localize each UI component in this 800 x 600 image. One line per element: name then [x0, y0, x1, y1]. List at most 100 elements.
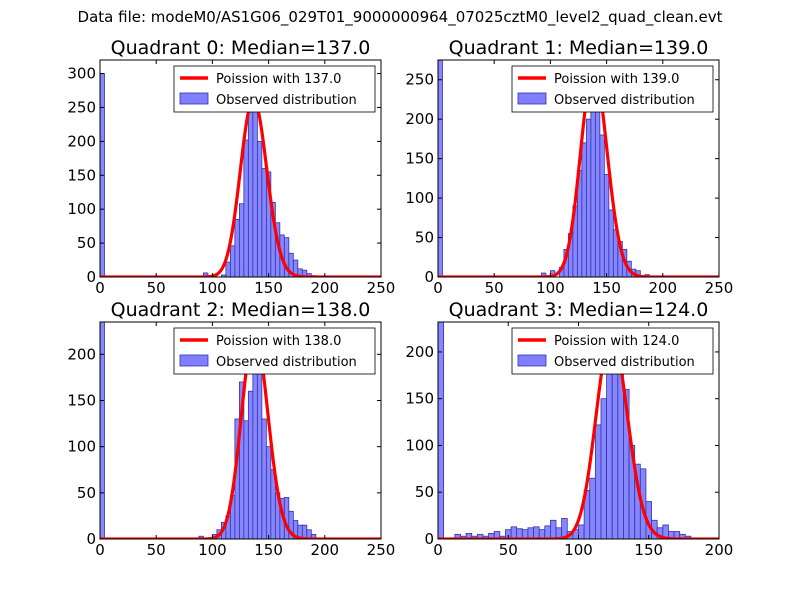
x-tick-label: 250 [367, 279, 396, 297]
histogram-bar [243, 420, 249, 539]
x-tick-label: 100 [198, 279, 227, 297]
histogram-bar [527, 527, 534, 539]
y-tick-label: 50 [77, 234, 96, 252]
quadrant-1-panel: 0 50 100 150 200 250 0 50 100 150 200 250 Quadrant 1… [405, 37, 733, 297]
plot-area [100, 322, 381, 539]
histogram-bar [600, 398, 607, 539]
x-tick-label: 0 [433, 541, 443, 559]
x-tick-label: 50 [499, 541, 518, 559]
y-tick-label: 0 [86, 268, 96, 286]
legend-observed-swatch [517, 354, 547, 367]
histogram-bar [438, 60, 443, 277]
legend-poisson-label: Poission with 139.0 [554, 72, 679, 87]
histogram-bar [238, 203, 245, 277]
x-tick-label: 100 [198, 541, 227, 559]
histogram-bar [510, 526, 518, 539]
histogram-bar [603, 174, 610, 277]
x-tick-label: 200 [310, 541, 339, 559]
panel-title: Quadrant 2: Median=138.0 [111, 299, 371, 321]
histogram-bar [617, 370, 624, 539]
histogram-bar [611, 360, 619, 539]
x-tick-label: 200 [705, 541, 734, 559]
y-tick-label: 200 [405, 110, 434, 128]
x-tick-label: 0 [95, 541, 105, 559]
legend-observed-label: Observed distribution [554, 93, 695, 108]
y-tick-label: 0 [86, 530, 96, 548]
y-tick-label: 50 [77, 484, 96, 502]
y-tick-label: 50 [415, 229, 434, 247]
histogram-bar [438, 322, 445, 539]
legend-observed-label: Observed distribution [216, 93, 357, 108]
histogram-bar [585, 118, 592, 277]
y-tick-label: 100 [67, 200, 96, 218]
histogram-bar [608, 209, 614, 277]
histogram-bar [581, 142, 587, 277]
panel-title: Quadrant 1: Median=139.0 [449, 37, 709, 59]
figure-title: Data file: modeM0/AS1G06_029T01_90000009… [77, 8, 723, 26]
y-tick-label: 150 [405, 150, 434, 168]
histogram-bar [533, 526, 540, 539]
y-tick-label: 100 [405, 189, 434, 207]
poisson-curve [100, 331, 381, 539]
y-tick-label: 300 [67, 65, 96, 83]
legend: Poission with 124.0 Observed distribution [511, 327, 714, 375]
histogram-bar [589, 477, 596, 539]
x-tick-label: 200 [310, 279, 339, 297]
histogram-bar [256, 140, 263, 277]
histogram-bar [544, 525, 551, 539]
x-tick-label: 50 [147, 541, 166, 559]
legend-poisson-label: Poission with 137.0 [216, 72, 341, 87]
histogram-bar [234, 218, 240, 277]
histogram-bar [265, 446, 272, 539]
x-tick-label: 50 [485, 279, 504, 297]
y-tick-label: 0 [424, 530, 434, 548]
plot-area [438, 60, 719, 277]
histogram-bar [100, 322, 105, 539]
poisson-curve [100, 97, 381, 277]
x-tick-label: 150 [254, 279, 283, 297]
histogram-bar [578, 524, 585, 539]
axes-frame [99, 321, 382, 540]
quadrant-3-panel: 0 50 100 150 200 0 50 100 150 200 Quadrant 3: Medi… [405, 299, 733, 559]
y-tick-label: 200 [67, 132, 96, 150]
panel-title: Quadrant 3: Median=124.0 [449, 299, 709, 321]
histogram-bar [594, 106, 601, 277]
quadrant-2-panel: 0 50 100 150 200 250 0 50 100 150 200 Quadrant 2: M… [67, 299, 395, 559]
x-tick-label: 150 [254, 541, 283, 559]
x-tick-label: 250 [705, 279, 734, 297]
y-tick-label: 200 [405, 343, 434, 361]
plot-area [438, 322, 719, 539]
legend-observed-swatch [517, 92, 547, 105]
legend: Poission with 139.0 Observed distribution [511, 65, 714, 113]
histogram-bar [594, 424, 602, 539]
legend-poisson-label: Poission with 124.0 [554, 334, 679, 349]
x-tick-label: 50 [147, 279, 166, 297]
x-tick-label: 150 [592, 279, 621, 297]
y-tick-label: 150 [67, 391, 96, 409]
histogram-bar [261, 168, 267, 277]
axes-frame [437, 59, 720, 278]
legend: Poission with 137.0 Observed distribution [173, 65, 376, 113]
x-tick-label: 0 [433, 279, 443, 297]
panel-title: Quadrant 0: Median=137.0 [111, 37, 371, 59]
histogram-bar [599, 134, 605, 277]
x-tick-label: 100 [564, 541, 593, 559]
y-tick-label: 50 [415, 483, 434, 501]
legend: Poission with 138.0 Observed distribution [173, 327, 376, 375]
legend-observed-swatch [179, 92, 209, 105]
histogram-bar [561, 518, 568, 539]
y-tick-label: 200 [67, 345, 96, 363]
x-tick-label: 150 [634, 541, 663, 559]
histogram-bar [310, 533, 317, 539]
x-tick-label: 0 [95, 279, 105, 297]
y-tick-label: 100 [405, 436, 434, 454]
histogram-bar [252, 107, 258, 277]
histogram-bar [247, 390, 254, 539]
y-tick-label: 0 [424, 268, 434, 286]
histogram-bar [550, 519, 557, 539]
poisson-curve [438, 68, 719, 277]
y-tick-label: 150 [67, 166, 96, 184]
x-tick-label: 250 [367, 541, 396, 559]
y-tick-label: 100 [67, 438, 96, 456]
